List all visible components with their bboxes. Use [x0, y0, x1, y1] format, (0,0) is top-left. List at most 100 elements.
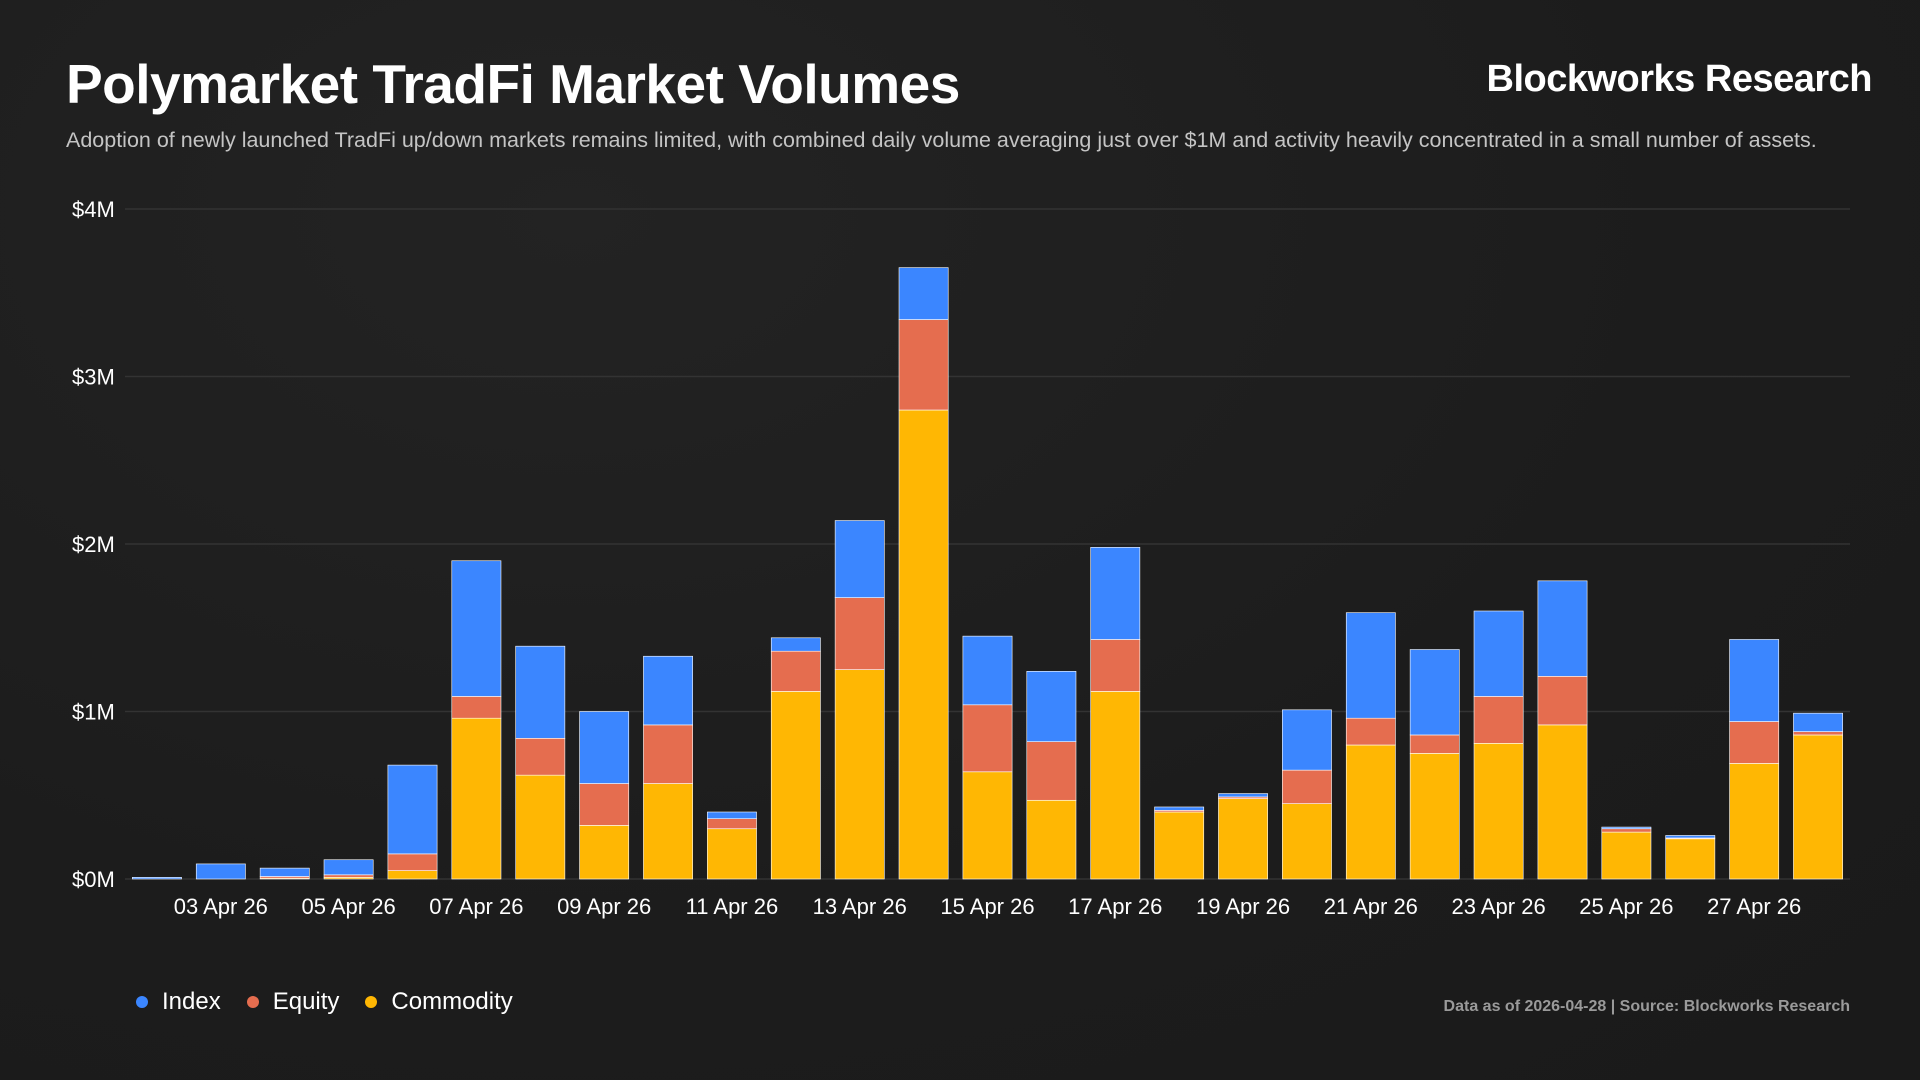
bar-segment-index[interactable] [195, 863, 246, 880]
bar-segment-commodity[interactable] [834, 669, 885, 880]
bar-segment-commodity[interactable] [962, 771, 1013, 880]
bar-segment-equity[interactable] [1409, 734, 1460, 754]
bar-segment-index[interactable] [1793, 712, 1843, 732]
bar-segment-equity[interactable] [323, 874, 374, 878]
bar-segment-commodity[interactable] [387, 870, 438, 880]
bar-segment-equity[interactable] [1537, 676, 1588, 726]
legend-label-commodity: Commodity [391, 988, 513, 1015]
bar-segment-equity[interactable] [643, 724, 693, 784]
source-note: Data as of 2026-04-28 | Source: Blockwor… [1443, 998, 1850, 1015]
bar-segment-equity[interactable] [1282, 769, 1332, 804]
bar-segment-index[interactable] [1601, 826, 1652, 830]
bar-segment-index[interactable] [1218, 793, 1268, 798]
bar-segment-commodity[interactable] [1473, 743, 1524, 880]
legend-label-index: Index [162, 988, 221, 1015]
legend-item-equity[interactable]: Equity [246, 988, 340, 1016]
legend-dot-commodity [365, 996, 378, 1008]
x-tick-label: 11 Apr 26 [686, 894, 779, 919]
y-tick-label: $1M [72, 700, 115, 725]
bar-segment-index[interactable] [1282, 709, 1332, 771]
bar-segment-commodity[interactable] [770, 691, 821, 880]
x-tick-label: 05 Apr 26 [302, 894, 396, 919]
x-axis-ticks: 03 Apr 26 05 Apr 26 07 Apr 26 09 Apr 26 11 A… [174, 894, 1802, 919]
bar-segment-commodity[interactable] [898, 409, 949, 880]
bar-segment-commodity[interactable] [1409, 753, 1460, 880]
bar-segment-commodity[interactable] [643, 783, 693, 880]
bar-segment-index[interactable] [451, 560, 502, 697]
bar-segment-index[interactable] [515, 645, 566, 739]
bar-segment-equity[interactable] [579, 783, 630, 826]
bar-segment-equity[interactable] [834, 597, 885, 670]
bar-segment-index[interactable] [834, 520, 885, 598]
bar-segment-equity[interactable] [707, 818, 757, 830]
bar-segment-equity[interactable] [898, 319, 949, 411]
bar-segment-index[interactable] [1090, 547, 1141, 640]
bar-segment-commodity[interactable] [1665, 838, 1716, 880]
y-tick-label: $0M [72, 867, 115, 892]
bar-segment-commodity[interactable] [1793, 734, 1843, 880]
bar-segment-index[interactable] [707, 811, 757, 819]
bar-segment-equity[interactable] [451, 696, 502, 719]
x-tick-label: 09 Apr 26 [557, 894, 651, 919]
bar-segment-commodity[interactable] [707, 828, 757, 880]
bar-segment-index[interactable] [259, 867, 310, 877]
x-tick-label: 21 Apr 26 [1324, 894, 1418, 919]
bar-segment-index[interactable] [132, 877, 182, 880]
bar-segment-equity[interactable] [1601, 828, 1652, 833]
bar-segment-commodity[interactable] [515, 774, 566, 880]
bar-segment-equity[interactable] [1729, 721, 1780, 764]
bar-segment-index[interactable] [1345, 612, 1396, 719]
bar-segment-equity[interactable] [515, 737, 566, 776]
x-tick-label: 25 Apr 26 [1579, 894, 1673, 919]
bar-segment-index[interactable] [1729, 639, 1780, 722]
bar-segment-equity[interactable] [962, 704, 1013, 773]
brand-logo-text: Blockworks Research [1486, 58, 1873, 100]
bar-segment-equity[interactable] [387, 853, 438, 871]
bar-segment-index[interactable] [962, 635, 1013, 706]
x-tick-label: 19 Apr 26 [1196, 894, 1290, 919]
x-tick-label: 27 Apr 26 [1707, 894, 1801, 919]
bar-segment-equity[interactable] [1090, 639, 1141, 692]
bar-segment-index[interactable] [898, 267, 949, 320]
bar-segment-equity[interactable] [770, 650, 821, 692]
bar-segment-index[interactable] [1665, 835, 1716, 839]
bar-segment-commodity[interactable] [1090, 691, 1141, 880]
bar-segment-commodity[interactable] [1154, 811, 1205, 880]
bar-segment-commodity[interactable] [1537, 724, 1588, 880]
x-tick-label: 23 Apr 26 [1452, 894, 1546, 919]
bar-segment-index[interactable] [1409, 649, 1460, 736]
bar-segment-index[interactable] [1537, 580, 1588, 677]
bar-segment-commodity[interactable] [451, 717, 502, 880]
bar-segment-index[interactable] [643, 655, 693, 726]
bar-segment-equity[interactable] [1473, 696, 1524, 744]
bar-segment-commodity[interactable] [1218, 798, 1268, 880]
x-tick-label: 13 Apr 26 [813, 894, 907, 919]
bar-segment-equity[interactable] [1345, 717, 1396, 746]
bar-segment-index[interactable] [323, 859, 374, 876]
x-tick-label: 17 Apr 26 [1068, 894, 1162, 919]
legend-label-equity: Equity [272, 988, 340, 1015]
bar-segment-commodity[interactable] [1282, 803, 1332, 880]
legend-item-commodity[interactable]: Commodity [365, 988, 513, 1016]
bar-segment-index[interactable] [1154, 806, 1205, 811]
bar-segment-commodity[interactable] [1729, 763, 1780, 880]
bar-segment-index[interactable] [579, 711, 630, 784]
bar-segment-commodity[interactable] [1601, 831, 1652, 880]
x-tick-label: 03 Apr 26 [174, 894, 268, 919]
bar-segment-index[interactable] [1473, 610, 1524, 697]
y-axis-ticks: $0M $1M $2M $3M $4M [72, 197, 115, 892]
bar-segment-index[interactable] [770, 637, 821, 652]
bar-segment-equity[interactable] [1793, 731, 1843, 736]
legend-item-index[interactable]: Index [136, 988, 221, 1016]
page-subtitle: Adoption of newly launched TradFi up/dow… [66, 128, 1817, 152]
bar-segment-equity[interactable] [1026, 741, 1077, 801]
bars [132, 267, 1843, 880]
bar-segment-index[interactable] [387, 764, 438, 855]
bar-segment-commodity[interactable] [579, 825, 630, 880]
bar-segment-index[interactable] [1026, 670, 1077, 742]
page-title: Polymarket TradFi Market Volumes [66, 53, 960, 115]
y-tick-label: $2M [72, 532, 115, 557]
bar-segment-commodity[interactable] [1345, 744, 1396, 880]
bar-segment-commodity[interactable] [1026, 799, 1077, 880]
